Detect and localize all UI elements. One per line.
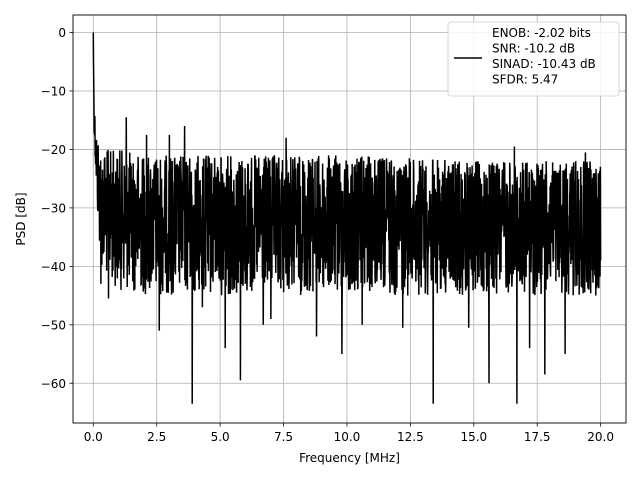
x-tick-label: 12.5 bbox=[397, 430, 424, 444]
y-tick-label: −20 bbox=[41, 143, 66, 157]
x-tick-label: 5.0 bbox=[211, 430, 230, 444]
y-tick-label: −40 bbox=[41, 260, 66, 274]
y-axis-label: PSD [dB] bbox=[14, 192, 28, 245]
x-tick-label: 15.0 bbox=[460, 430, 487, 444]
y-tick-label: −50 bbox=[41, 318, 66, 332]
y-tick-label: −30 bbox=[41, 201, 66, 215]
x-tick-label: 0.0 bbox=[84, 430, 103, 444]
x-tick-label: 17.5 bbox=[524, 430, 551, 444]
psd-series-line bbox=[92, 32, 602, 404]
y-tick-label: −10 bbox=[41, 84, 66, 98]
x-tick-label: 7.5 bbox=[274, 430, 293, 444]
x-tick-label: 10.0 bbox=[334, 430, 361, 444]
x-axis-label: Frequency [MHz] bbox=[299, 451, 400, 465]
legend-label: SFDR: 5.47 bbox=[492, 73, 558, 87]
x-tick-label: 20.0 bbox=[587, 430, 614, 444]
legend-label: SINAD: -10.43 dB bbox=[492, 57, 596, 71]
legend-box bbox=[447, 21, 620, 97]
x-tick-label: 2.5 bbox=[147, 430, 166, 444]
legend-label: SNR: -10.2 dB bbox=[492, 42, 575, 56]
axis-ticks: 0.0 2.5 5.0 7.5 10.0 12.5 15.0 17.5 20.0 0 −10 −20 −… bbox=[41, 26, 614, 444]
y-tick-label: 0 bbox=[58, 26, 66, 40]
y-tick-label: −60 bbox=[41, 377, 66, 391]
plot-area bbox=[92, 32, 602, 404]
legend-label: ENOB: -2.02 bits bbox=[492, 26, 591, 40]
axes-frame bbox=[72, 14, 627, 424]
